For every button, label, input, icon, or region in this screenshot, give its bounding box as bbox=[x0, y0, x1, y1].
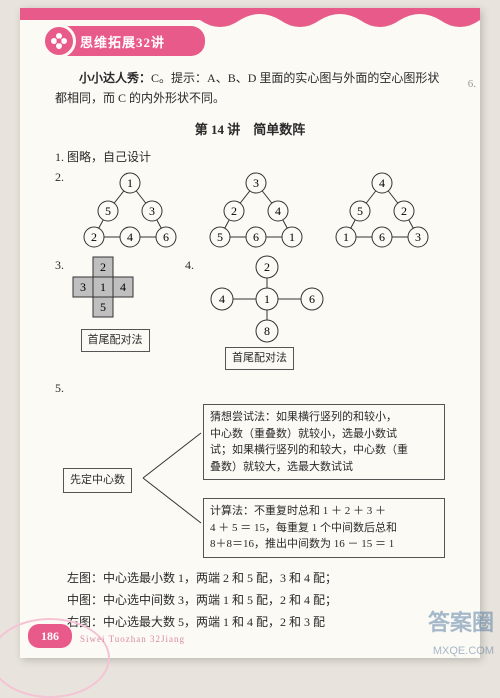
q5-label: 5. bbox=[55, 381, 64, 395]
bottom-line-middle: 中图：中心选中间数 3，两端 1 和 5 配，2 和 4 配； bbox=[67, 590, 445, 612]
q1: 1. 图略，自己设计 bbox=[55, 147, 445, 167]
svg-text:3: 3 bbox=[415, 230, 421, 244]
q3-label: 3. bbox=[55, 258, 64, 272]
hint-prefix: 小小达人秀： bbox=[79, 71, 151, 85]
footer-pinyin: Siwei Tuozhan 32Jiang bbox=[80, 634, 185, 644]
bottom-line-left: 左图：中心选最小数 1，两端 2 和 5 配，3 和 4 配； bbox=[67, 568, 445, 590]
q2-triangles-row: 153246 324561 452163 bbox=[67, 171, 445, 249]
q3-column: 3. 23145 首尾配对法 bbox=[55, 255, 175, 352]
svg-text:4: 4 bbox=[275, 204, 281, 218]
svg-text:1: 1 bbox=[264, 292, 270, 306]
cropped-side-text: 6. bbox=[468, 78, 476, 90]
watermark-main: 答案圈 bbox=[428, 605, 494, 637]
q3-cross-grid: 23145 bbox=[67, 255, 137, 325]
q4-column: 4. 2 4 1 6 8 首尾配对法 bbox=[185, 255, 445, 370]
header-flower-icon bbox=[42, 24, 76, 58]
content-area: 小小达人秀：C。提示：A、B、D 里面的实心图与外面的空心图形状都相同，而 C … bbox=[55, 68, 445, 633]
watermark-sub: MXQE.COM bbox=[433, 645, 494, 657]
hint-line1: 小小达人秀：C。提示：A、B、D 里面的实心图与外面的空心图形状都相同，而 C … bbox=[55, 71, 439, 105]
svg-text:5: 5 bbox=[105, 204, 111, 218]
svg-text:5: 5 bbox=[357, 204, 363, 218]
svg-text:6: 6 bbox=[379, 230, 385, 244]
svg-text:1: 1 bbox=[100, 280, 106, 294]
svg-text:6: 6 bbox=[163, 230, 169, 244]
bottom-line-right: 右图：中心选最大数 5，两端 1 和 4 配，2 和 3 配 bbox=[67, 612, 445, 634]
q5-box1-l2: 试；如果横行竖列的和较大，中心数（重 bbox=[210, 444, 408, 456]
q5-center-box: 先定中心数 bbox=[63, 468, 132, 493]
page-number-badge: 186 bbox=[28, 624, 72, 648]
q4-cross-nodes: 2 4 1 6 8 bbox=[197, 255, 337, 343]
svg-text:2: 2 bbox=[401, 204, 407, 218]
svg-text:8: 8 bbox=[264, 324, 270, 338]
svg-text:1: 1 bbox=[343, 230, 349, 244]
svg-text:1: 1 bbox=[289, 230, 295, 244]
q5-box1-l0: 猜想尝试法：如果横行竖列的和较小， bbox=[210, 411, 397, 423]
q5-block: 5. 先定中心数 猜想尝试法：如果横行竖列的和较小， 中心数（重叠数）就较小，选… bbox=[55, 378, 445, 558]
hint-block: 小小达人秀：C。提示：A、B、D 里面的实心图与外面的空心图形状都相同，而 C … bbox=[55, 68, 445, 109]
svg-text:4: 4 bbox=[127, 230, 133, 244]
svg-text:6: 6 bbox=[309, 292, 315, 306]
q5-box2-l1: 4 ＋ 5 ＝ 15，每重复 1 个中间数后总和 bbox=[210, 522, 397, 534]
q5-box1-l1: 中心数（重叠数）就较小，选最小数试 bbox=[210, 428, 397, 440]
q5-box1-l3: 叠数）就较大，选最大数试试 bbox=[210, 461, 353, 473]
section-title: 第 14 讲 简单数阵 bbox=[55, 119, 445, 141]
q5-box2-l2: 8＋8＝16，推出中间数为 16 － 15 ＝ 1 bbox=[210, 538, 394, 550]
q2-label: 2. bbox=[55, 167, 64, 187]
q5-diagram: 先定中心数 猜想尝试法：如果横行竖列的和较小， 中心数（重叠数）就较小，选最小数… bbox=[63, 398, 445, 558]
svg-text:4: 4 bbox=[219, 292, 225, 306]
svg-text:1: 1 bbox=[127, 176, 133, 190]
triangle-2: 3 2 4 5 6 1 bbox=[206, 171, 306, 249]
bottom-conclusions: 左图：中心选最小数 1，两端 2 和 5 配，3 和 4 配； 中图：中心选中间… bbox=[55, 568, 445, 633]
svg-text:4: 4 bbox=[379, 176, 385, 190]
header-title: 思维拓展32讲 bbox=[80, 32, 165, 51]
q5-box2-l0: 计算法：不重复时总和 1 ＋ 2 ＋ 3 ＋ bbox=[210, 505, 386, 517]
q5-guess-method-box: 猜想尝试法：如果横行竖列的和较小， 中心数（重叠数）就较小，选最小数试 试；如果… bbox=[203, 404, 445, 480]
triangle-3: 4 5 2 1 6 3 bbox=[332, 171, 432, 249]
q5-calc-method-box: 计算法：不重复时总和 1 ＋ 2 ＋ 3 ＋ 4 ＋ 5 ＝ 15，每重复 1 … bbox=[203, 498, 445, 558]
svg-text:2: 2 bbox=[264, 260, 270, 274]
q3-method-box: 首尾配对法 bbox=[81, 329, 150, 352]
svg-text:3: 3 bbox=[149, 204, 155, 218]
svg-text:4: 4 bbox=[120, 280, 126, 294]
svg-text:2: 2 bbox=[100, 260, 106, 274]
page-number: 186 bbox=[41, 629, 59, 644]
svg-text:5: 5 bbox=[217, 230, 223, 244]
page: 思维拓展32讲 6. 小小达人秀：C。提示：A、B、D 里面的实心图与外面的空心… bbox=[20, 8, 480, 658]
q4-method-box: 首尾配对法 bbox=[225, 347, 294, 370]
hint-answer: C。 bbox=[151, 71, 171, 85]
q3-q4-row: 3. 23145 首尾配对法 4. 24168 首尾配对法 bbox=[55, 255, 445, 370]
svg-text:3: 3 bbox=[80, 280, 86, 294]
svg-text:2: 2 bbox=[91, 230, 97, 244]
svg-text:5: 5 bbox=[100, 300, 106, 314]
q4-label: 4. bbox=[185, 258, 194, 272]
svg-text:6: 6 bbox=[253, 230, 259, 244]
svg-text:2: 2 bbox=[231, 204, 237, 218]
triangle-1: 1 5 3 2 4 6 bbox=[80, 171, 180, 249]
svg-text:3: 3 bbox=[253, 176, 259, 190]
